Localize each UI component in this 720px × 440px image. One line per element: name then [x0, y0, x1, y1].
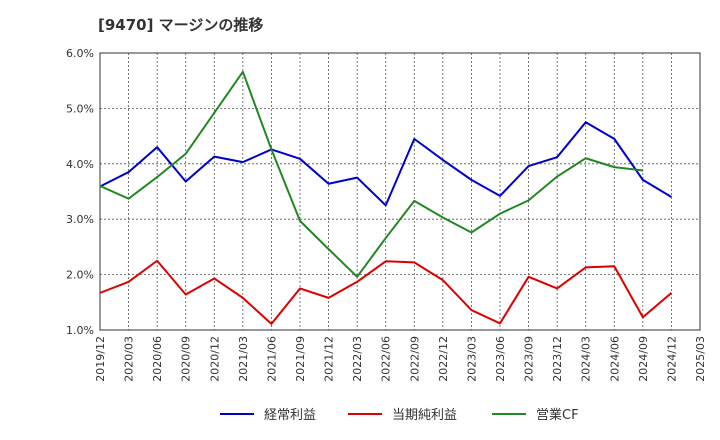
- x-tick-label: 2023/09: [523, 336, 536, 382]
- x-tick-label: 2024/12: [665, 336, 678, 382]
- x-tick-label: 2023/12: [551, 336, 564, 382]
- legend-label: 経常利益: [264, 408, 316, 423]
- series-layer: [99, 70, 673, 325]
- y-tick-label: 1.0%: [66, 324, 94, 337]
- x-tick-label: 2024/06: [608, 336, 621, 382]
- x-tick-label: 2024/03: [580, 336, 593, 382]
- x-tick-label: 2021/09: [294, 336, 307, 382]
- plot-area: [100, 53, 700, 330]
- x-tick-label: 2020/12: [208, 336, 221, 382]
- y-tick-label: 3.0%: [66, 213, 94, 226]
- legend: 経常利益 当期純利益 営業CF: [220, 407, 579, 423]
- y-tick-label: 4.0%: [66, 158, 94, 171]
- x-tick-label: 2022/06: [380, 336, 393, 382]
- x-tick-label: 2021/03: [237, 336, 250, 382]
- x-tick-label: 2023/03: [465, 336, 478, 382]
- x-tick-label: 2023/06: [494, 336, 507, 382]
- x-tick-label: 2020/09: [180, 336, 193, 382]
- x-tick-label: 2021/06: [265, 336, 278, 382]
- x-tick-label: 2022/12: [437, 336, 450, 382]
- x-tick-label: 2022/03: [351, 336, 364, 382]
- chart-title: [9470] マージンの推移: [98, 16, 264, 34]
- x-tick-label: 2020/06: [151, 336, 164, 382]
- y-tick-label: 2.0%: [66, 269, 94, 282]
- x-tick-label: 2021/12: [323, 336, 336, 382]
- axis-layer: 1.0% 2.0% 3.0% 4.0% 5.0% 6.0% 2019/12 2020/03 20…: [66, 47, 707, 382]
- series-line: [99, 70, 643, 278]
- series-line: [99, 121, 672, 207]
- x-tick-label: 2020/03: [123, 336, 136, 382]
- series-line: [99, 259, 673, 325]
- legend-label: 営業CF: [536, 407, 579, 423]
- y-tick-label: 6.0%: [66, 47, 94, 60]
- x-tick-label: 2022/09: [408, 336, 421, 382]
- y-tick-label: 5.0%: [66, 102, 94, 115]
- plot-border: [99, 52, 701, 331]
- x-tick-label: 2019/12: [94, 336, 107, 382]
- x-tick-label: 2025/03: [694, 336, 707, 382]
- x-tick-label: 2024/09: [637, 336, 650, 382]
- legend-label: 当期純利益: [392, 408, 457, 423]
